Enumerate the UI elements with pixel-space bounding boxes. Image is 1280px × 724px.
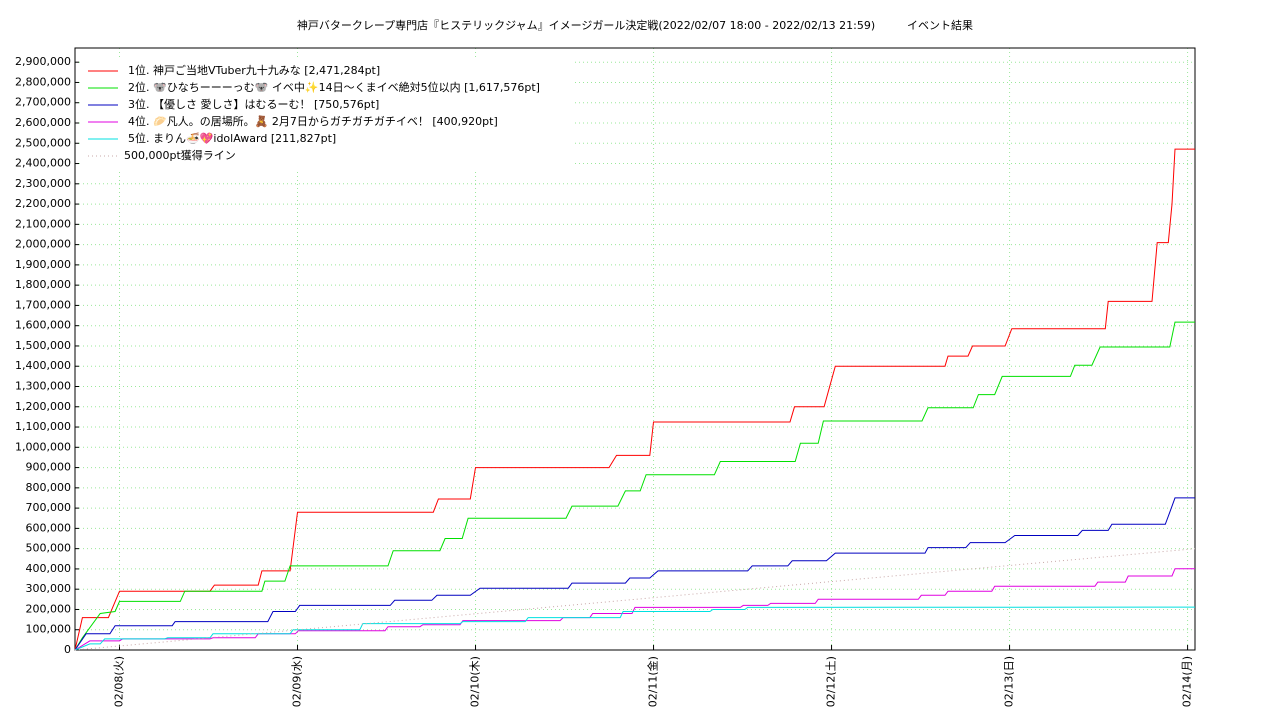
y-tick-label: 1,800,000 <box>15 278 71 291</box>
y-tick-label: 800,000 <box>26 481 72 494</box>
series-line <box>74 606 1196 651</box>
y-tick-label: 300,000 <box>26 582 72 595</box>
chart-subtitle: イベント結果 <box>907 18 973 32</box>
y-tick-label: 1,500,000 <box>15 339 71 352</box>
plot-frame <box>74 47 1196 651</box>
legend-label: 2位. 🐨ひなちーーーっむ🐨 イベ中✨14日〜くまイベ絶対5位以内 [1,617… <box>128 80 540 94</box>
y-tick-label: 1,000,000 <box>15 440 71 453</box>
y-tick-label: 900,000 <box>26 461 72 474</box>
legend: 1位. 神戸ご当地VTuber九十九みな [2,471,284pt] 2位. 🐨ひ… <box>80 58 572 170</box>
y-tick-label: 400,000 <box>26 562 72 575</box>
y-tick-label: 2,000,000 <box>15 238 71 251</box>
y-tick-label: 500,000 <box>26 542 72 555</box>
y-tick-label: 1,300,000 <box>15 379 71 392</box>
x-tick-label: 02/13(日) <box>1003 656 1016 707</box>
y-tick-label: 2,200,000 <box>15 197 71 210</box>
x-tick-label: 02/08(火) <box>113 656 126 707</box>
y-tick-label: 1,100,000 <box>15 420 71 433</box>
y-tick-label: 600,000 <box>26 521 72 534</box>
y-tick-label: 1,400,000 <box>15 359 71 372</box>
series-line <box>74 148 1195 651</box>
y-tick-label: 700,000 <box>26 501 72 514</box>
y-tick-label: 100,000 <box>26 623 72 636</box>
y-tick-label: 1,900,000 <box>15 258 71 271</box>
y-tick-label: 1,200,000 <box>15 400 71 413</box>
series-line <box>74 321 1195 651</box>
series-line <box>74 568 1195 651</box>
chart-title: 神戸バタークレープ専門店『ヒステリックジャム』イメージガール決定戦(2022/0… <box>297 18 875 32</box>
series-line <box>74 548 1196 651</box>
y-tick-label: 2,900,000 <box>15 55 71 68</box>
y-tick-label: 2,700,000 <box>15 96 71 109</box>
y-tick-label: 1,700,000 <box>15 298 71 311</box>
legend-box <box>80 58 572 170</box>
y-tick-label: 2,600,000 <box>15 116 71 129</box>
y-tick-label: 2,800,000 <box>15 75 71 88</box>
y-tick-label: 1,600,000 <box>15 319 71 332</box>
y-tick-label: 2,300,000 <box>15 177 71 190</box>
legend-label: 3位. 【優しさ 愛しさ】はむるーむ！ [750,576pt] <box>128 97 379 111</box>
legend-label: 500,000pt獲得ライン <box>124 149 236 162</box>
x-tick-label: 02/11(金) <box>646 656 660 707</box>
x-tick-label: 02/09(水) <box>291 656 304 707</box>
x-tick-label: 02/10(木) <box>469 656 482 707</box>
legend-label: 5位. まりん🍜💖idolAward [211,827pt] <box>128 131 336 145</box>
y-tick-label: 200,000 <box>26 602 72 615</box>
legend-label: 4位. 🥟凡人。の居場所。🧸 2月7日からガチガチガチイベ！ [400,920p… <box>128 114 498 128</box>
y-tick-label: 2,100,000 <box>15 217 71 230</box>
y-tick-label: 2,500,000 <box>15 136 71 149</box>
series-line <box>74 497 1195 651</box>
x-tick-label: 02/14(月) <box>1181 656 1194 707</box>
x-tick-label: 02/12(土) <box>825 656 838 707</box>
y-tick-label: 2,400,000 <box>15 157 71 170</box>
legend-label: 1位. 神戸ご当地VTuber九十九みな [2,471,284pt] <box>128 63 380 77</box>
y-tick-label: 0 <box>64 643 71 656</box>
